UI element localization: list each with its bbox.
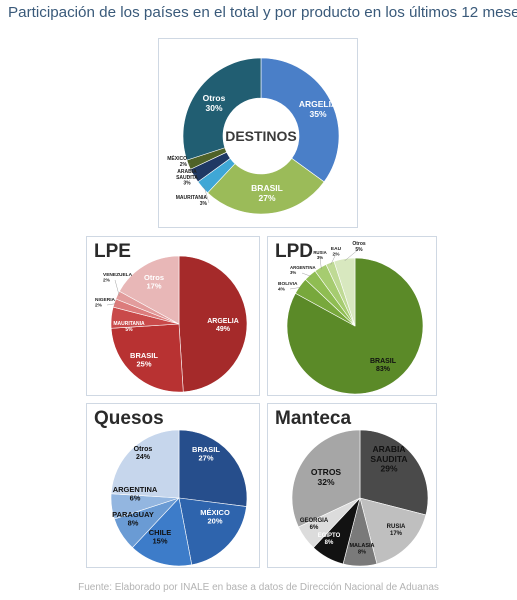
destinos-slice-brasil [207, 157, 325, 215]
quesos-slice-otros [110, 429, 180, 499]
lpd-chart-title: LPD [275, 241, 313, 262]
lpe-leader-line-venezuela [114, 279, 120, 296]
lpd-leader-line-bolivia [289, 287, 302, 290]
destinos-label-otros: Otros 30% [203, 93, 226, 113]
manteca-label-georgia: GEORGIA 6% [300, 518, 329, 531]
destinos-donut-chart: ARGELIA 35% BRASIL 27% MAURITANIA 3% ARABIA SAU… [167, 57, 340, 215]
destinos-label-mauritania: MAURITANIA 3% [176, 195, 208, 207]
destinos-leader-line-mauritania [203, 186, 210, 204]
lpe-chart-title: LPE [94, 241, 131, 262]
destinos-center-label: DESTINOS [225, 128, 297, 144]
quesos-label-chile: CHILE 15% [149, 528, 172, 546]
lpe-label-nigeria: NIGERIA 2% [95, 297, 116, 309]
lpd-slice-otros [333, 257, 356, 327]
lpe-pie-chart: ARGELIA 49% BRASIL 25% MAURITANIA 5% NIGERIA 2%… [95, 255, 248, 393]
page-title: Participación de los países en el total … [8, 4, 517, 21]
quesos-pie-chart: BRASIL 27% MÉXICO 20% CHILE 15%PARAGUAY 8% ARGE… [110, 429, 248, 567]
manteca-chart-panel: Manteca ARABIA SAUDITA 29% RUSIA 17% MALASIA 8… [267, 403, 437, 568]
quesos-label-brasil: BRASIL 27% [192, 445, 220, 463]
destinos-label-arabia-saudita: ARABIA SAUDITA 3% [176, 169, 198, 187]
quesos-label-mexico: MÉXICO 20% [200, 508, 230, 526]
lpe-slice-otros [119, 255, 180, 325]
lpd-slice-brasil [286, 257, 424, 395]
manteca-label-otros: OTROS 32% [311, 467, 342, 487]
quesos-chart-title: Quesos [94, 408, 164, 429]
manteca-slice-otros [291, 429, 361, 528]
lpd-label-brasil: BRASIL 83% [370, 358, 397, 373]
destinos-slice-otros [182, 57, 262, 161]
lpe-label-venezuela: VENEZUELA 2% [103, 272, 133, 284]
quesos-slice-brasil [178, 429, 248, 507]
quesos-label-paraguay: PARAGUAY 8% [112, 510, 154, 528]
quesos-slice-mexico [178, 497, 247, 566]
manteca-label-egipto: EGIPTO 8% [318, 533, 341, 546]
quesos-chart-panel: Quesos BRASIL 27% MÉXICO 20% CHILE 15% PARAGUA… [86, 403, 260, 568]
manteca-pie-chart: ARABIA SAUDITA 29% RUSIA 17% MALASIA 8% EGIPTO 8… [291, 429, 429, 567]
destinos-label-argelia: ARGELIA 35% [299, 99, 337, 119]
lpd-leader-line-otros [344, 248, 360, 261]
lpe-slice-brasil [110, 323, 184, 393]
lpd-label-rusia: RUSIA 3% [313, 250, 326, 260]
lpd-pie-chart: BRASIL 83% BOLIVIA 4% ARGENTINA 3% RUSIA 3% EAU 2… [278, 241, 424, 395]
manteca-label-malasia: MALASIA 8% [349, 543, 374, 555]
destinos-label-brasil: BRASIL 27% [251, 183, 283, 203]
lpe-chart-panel: LPE ARGELIA 49% BRASIL 25% MAURITANIA 5% NIGER… [86, 236, 260, 396]
manteca-chart-title: Manteca [275, 408, 352, 429]
destinos-leader-line-arabia-saudita [186, 174, 196, 178]
manteca-label-arabia-saudita: ARABIA SAUDITA 29% [370, 444, 407, 474]
lpe-label-brasil: BRASIL 25% [130, 351, 158, 369]
lpd-label-argentina: ARGENTINA 3% [290, 265, 316, 275]
manteca-label-rusia: RUSIA 17% [387, 524, 406, 537]
lpe-leader-line-nigeria [106, 303, 117, 306]
manteca-slice-arabia-saudita [359, 429, 429, 516]
destinos-slice-argelia [260, 57, 340, 183]
lpe-label-argelia: ARGELIA 49% [207, 318, 239, 333]
lpd-chart-panel: LPD BRASIL 83% BOLIVIA 4% ARGENTINA 3% RUSIA 3%… [267, 236, 437, 396]
destinos-chart-panel: ARGELIA 35% BRASIL 27% MAURITANIA 3% ARABIA SAU… [158, 38, 358, 228]
lpd-label-eau: EAU 2% [331, 246, 342, 258]
source-note: Fuente: Elaborado por INALE en base a da… [78, 582, 439, 593]
destinos-label-mexico: MÉXICO 2% [167, 154, 187, 168]
quesos-label-argentina: ARGENTINA 6% [113, 485, 158, 503]
lpe-slice-argelia [178, 255, 248, 393]
lpd-label-bolivia: BOLIVIA 4% [278, 281, 298, 293]
lpd-label-otros: Otros 5% [352, 241, 366, 253]
quesos-label-otros: Otros 24% [134, 446, 153, 461]
lpe-label-mauritania: MAURITANIA 5% [113, 321, 145, 333]
lpd-leader-line-eau [330, 253, 337, 265]
manteca-slice-rusia [359, 497, 427, 565]
quesos-slice-chile [132, 497, 193, 567]
lpd-leader-line-rusia [319, 257, 322, 270]
lpd-leader-line-argentina [301, 272, 312, 277]
lpe-label-otros: Otros 17% [144, 273, 164, 291]
